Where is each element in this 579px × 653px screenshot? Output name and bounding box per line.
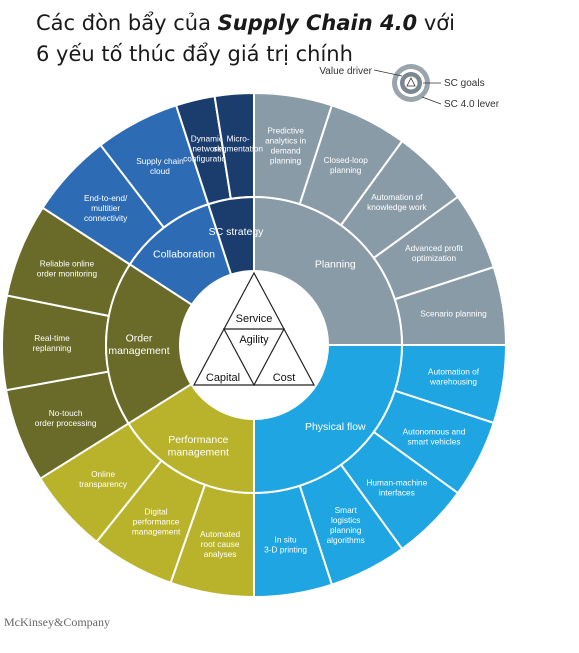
center-disc bbox=[180, 271, 328, 419]
lever-label: End-to-end/multitier connectivity bbox=[84, 193, 128, 223]
title-line1-bold: Supply Chain 4.0 bbox=[217, 11, 418, 35]
title-line1-post: với bbox=[417, 11, 455, 35]
lever-label: Autonomous and smart vehicles bbox=[403, 427, 466, 447]
center-goals-layer: Service Agility Capital Cost bbox=[180, 271, 328, 419]
lever-label: Automated root cause analyses bbox=[200, 529, 241, 559]
lever-label: Automation of knowledge work bbox=[367, 192, 427, 212]
goal-segment-sc-strategy: Dynamic network configurationMicro-segment… bbox=[174, 91, 265, 276]
legend-line-value-driver bbox=[373, 69, 403, 77]
segments-layer: Predictive analytics in demand planning Clos… bbox=[1, 91, 508, 599]
title-line1-pre: Các đòn bẩy của bbox=[36, 11, 218, 35]
legend-sc-goals: SC goals bbox=[444, 78, 485, 89]
goal-segment-order-management: No-touch order processing Real-time replann… bbox=[1, 206, 194, 480]
lever-label: Real-time replanning bbox=[33, 333, 72, 353]
goal-label: Physical flow bbox=[305, 421, 366, 433]
brand-logo: McKinsey&Company bbox=[4, 615, 110, 629]
lever-label: In situ 3-D printing bbox=[264, 534, 307, 554]
title-line2: 6 yếu tố thúc đẩy giá trị chính bbox=[36, 42, 353, 66]
goal-label: Planning bbox=[315, 258, 356, 270]
goal-segment-performance-management: Automated root cause analyses Digital perfor… bbox=[38, 382, 255, 599]
lever-label: Supply chain cloud bbox=[136, 156, 184, 176]
legend-sc-lever: SC 4.0 lever bbox=[444, 99, 500, 110]
goal-segment-physical-flow: Automation of warehousing Autonomous and sm… bbox=[253, 344, 508, 599]
lever-label: Micro-segmentation bbox=[213, 134, 263, 154]
lever-label: Advanced profit optimization bbox=[405, 243, 463, 263]
legend: Value driver SC goals SC 4.0 lever bbox=[319, 64, 500, 110]
lever-label: Human-machine interfaces bbox=[366, 478, 427, 498]
goal-label: Performance management bbox=[168, 434, 229, 459]
goal-label: SC strategy bbox=[209, 226, 265, 238]
goal-label: Collaboration bbox=[153, 248, 215, 260]
goal-label: Order management bbox=[108, 332, 169, 357]
value-driver-cost: Cost bbox=[273, 372, 296, 384]
legend-line-sc-lever bbox=[421, 96, 442, 105]
lever-label: Online transparency bbox=[79, 469, 128, 489]
value-driver-service: Service bbox=[236, 313, 273, 325]
value-driver-capital: Capital bbox=[206, 372, 240, 384]
legend-value-driver: Value driver bbox=[319, 66, 372, 77]
page-title: Các đòn bẩy của Supply Chain 4.0 với 6 y… bbox=[36, 8, 456, 70]
lever-label: Predictive analytics in demand planning bbox=[265, 125, 306, 165]
lever-label: Reliable online order monitoring bbox=[37, 259, 98, 279]
lever-label: Digital performance management bbox=[132, 507, 181, 537]
lever-label: Smart logistics planning algorithms bbox=[327, 505, 365, 545]
lever-label: Dynamic network configuration bbox=[183, 133, 231, 163]
value-driver-agility: Agility bbox=[239, 334, 269, 346]
lever-label: No-touch order processing bbox=[35, 408, 97, 428]
value-triangle-inner bbox=[222, 328, 286, 387]
goal-segment-collaboration: End-to-end/multitier connectivity Supply c… bbox=[41, 104, 233, 307]
legend-triangle-icon bbox=[406, 77, 416, 87]
lever-label: Automation of warehousing bbox=[428, 367, 480, 387]
lever-label: Scenario planning bbox=[420, 308, 487, 318]
goal-segment-planning: Predictive analytics in demand planning Clos… bbox=[253, 91, 508, 346]
lever-label: Closed-loop planning bbox=[324, 155, 369, 175]
